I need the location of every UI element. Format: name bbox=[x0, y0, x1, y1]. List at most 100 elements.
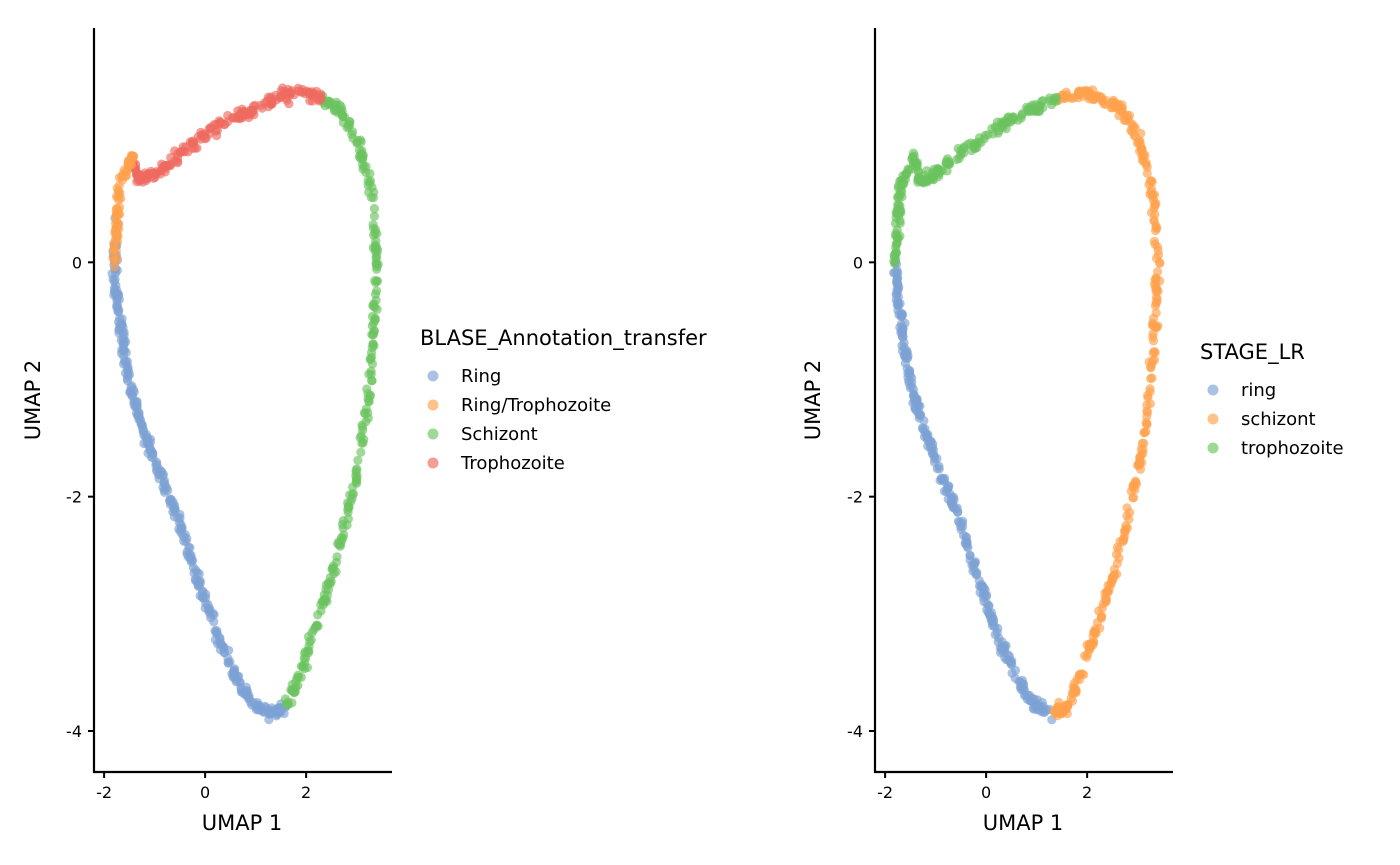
data-point bbox=[892, 284, 902, 294]
data-point bbox=[1053, 702, 1063, 712]
data-point bbox=[316, 599, 326, 610]
data-point bbox=[1124, 514, 1134, 525]
data-point bbox=[303, 646, 313, 656]
y-tick-label: 0 bbox=[72, 253, 82, 272]
legend-label: schizont bbox=[1241, 409, 1316, 430]
data-point bbox=[978, 592, 988, 602]
data-point bbox=[891, 295, 901, 305]
data-point bbox=[1142, 168, 1152, 178]
data-point bbox=[1109, 571, 1119, 581]
data-point bbox=[1135, 452, 1145, 462]
data-point bbox=[348, 490, 358, 500]
legend: BLASE_Annotation_transfer Ring Ring/Tropho… bbox=[420, 326, 707, 474]
x-tick-label: 0 bbox=[981, 783, 991, 802]
data-point bbox=[333, 108, 343, 118]
data-point bbox=[310, 622, 320, 633]
data-point bbox=[1148, 329, 1158, 339]
data-point bbox=[219, 642, 229, 652]
data-point bbox=[363, 413, 373, 423]
x-axis-title: UMAP 1 bbox=[983, 811, 1064, 835]
data-point bbox=[368, 223, 378, 233]
data-point bbox=[177, 522, 187, 533]
scatter-points bbox=[107, 83, 383, 725]
data-point bbox=[367, 311, 378, 321]
data-point bbox=[1096, 613, 1106, 623]
data-point bbox=[965, 550, 975, 560]
data-point bbox=[1034, 106, 1044, 116]
x-tick-label: -2 bbox=[96, 783, 112, 802]
data-point bbox=[109, 262, 120, 272]
data-point bbox=[286, 88, 296, 98]
data-point bbox=[1145, 384, 1155, 394]
data-point bbox=[1128, 493, 1139, 503]
data-point bbox=[1139, 428, 1149, 438]
data-point bbox=[337, 519, 347, 530]
data-point bbox=[898, 331, 908, 342]
data-point bbox=[114, 306, 124, 317]
data-point bbox=[111, 246, 121, 256]
data-point bbox=[370, 302, 380, 313]
data-point bbox=[311, 86, 321, 96]
data-point bbox=[301, 653, 311, 663]
data-point bbox=[371, 236, 381, 246]
data-point bbox=[952, 503, 962, 513]
data-point bbox=[1151, 279, 1161, 289]
data-point bbox=[114, 209, 124, 219]
x-tick-label: 2 bbox=[1082, 783, 1092, 802]
data-point bbox=[988, 617, 999, 627]
data-point bbox=[112, 294, 122, 304]
data-point bbox=[353, 455, 363, 465]
legend-swatch bbox=[1207, 442, 1219, 454]
data-point bbox=[335, 100, 345, 110]
data-point bbox=[955, 150, 965, 160]
data-point bbox=[369, 341, 379, 351]
legend-label: trophozoite bbox=[1241, 438, 1344, 459]
data-point bbox=[1150, 209, 1160, 219]
x-tick-label: 0 bbox=[200, 783, 210, 802]
data-point bbox=[201, 593, 211, 603]
data-point bbox=[974, 581, 985, 591]
data-point bbox=[188, 136, 198, 146]
scatter-points bbox=[889, 85, 1165, 725]
data-point bbox=[313, 610, 323, 620]
data-point bbox=[1131, 477, 1141, 487]
data-point bbox=[233, 112, 243, 122]
data-point bbox=[1145, 176, 1155, 186]
data-point bbox=[262, 96, 272, 106]
legend-title: BLASE_Annotation_transfer bbox=[420, 326, 707, 351]
legend-swatch bbox=[427, 457, 439, 469]
data-point bbox=[914, 413, 924, 423]
data-point bbox=[1006, 657, 1016, 667]
data-point bbox=[339, 530, 349, 540]
data-point bbox=[1148, 356, 1158, 366]
legend-swatch bbox=[427, 428, 439, 440]
data-point bbox=[893, 183, 904, 193]
data-point bbox=[990, 122, 1000, 132]
data-point bbox=[1125, 507, 1135, 518]
data-point bbox=[110, 226, 120, 236]
data-point bbox=[1101, 594, 1111, 604]
x-axis-title: UMAP 1 bbox=[202, 811, 283, 835]
data-point bbox=[367, 330, 377, 340]
data-point bbox=[1087, 639, 1097, 649]
data-point bbox=[145, 437, 155, 447]
legend-swatch bbox=[427, 399, 439, 411]
data-point bbox=[1094, 606, 1104, 616]
data-point bbox=[898, 171, 908, 181]
data-point bbox=[325, 572, 335, 583]
data-point bbox=[900, 348, 910, 358]
data-point bbox=[890, 248, 901, 258]
data-point bbox=[1062, 708, 1072, 719]
data-point bbox=[892, 230, 902, 241]
data-point bbox=[161, 161, 171, 171]
data-point bbox=[1024, 107, 1034, 117]
data-point bbox=[319, 590, 329, 600]
data-point bbox=[961, 537, 971, 547]
data-point bbox=[133, 411, 143, 421]
data-point bbox=[1050, 93, 1060, 103]
data-point bbox=[1151, 253, 1161, 263]
data-point bbox=[296, 87, 306, 97]
data-point bbox=[370, 289, 381, 299]
data-point bbox=[256, 100, 266, 110]
